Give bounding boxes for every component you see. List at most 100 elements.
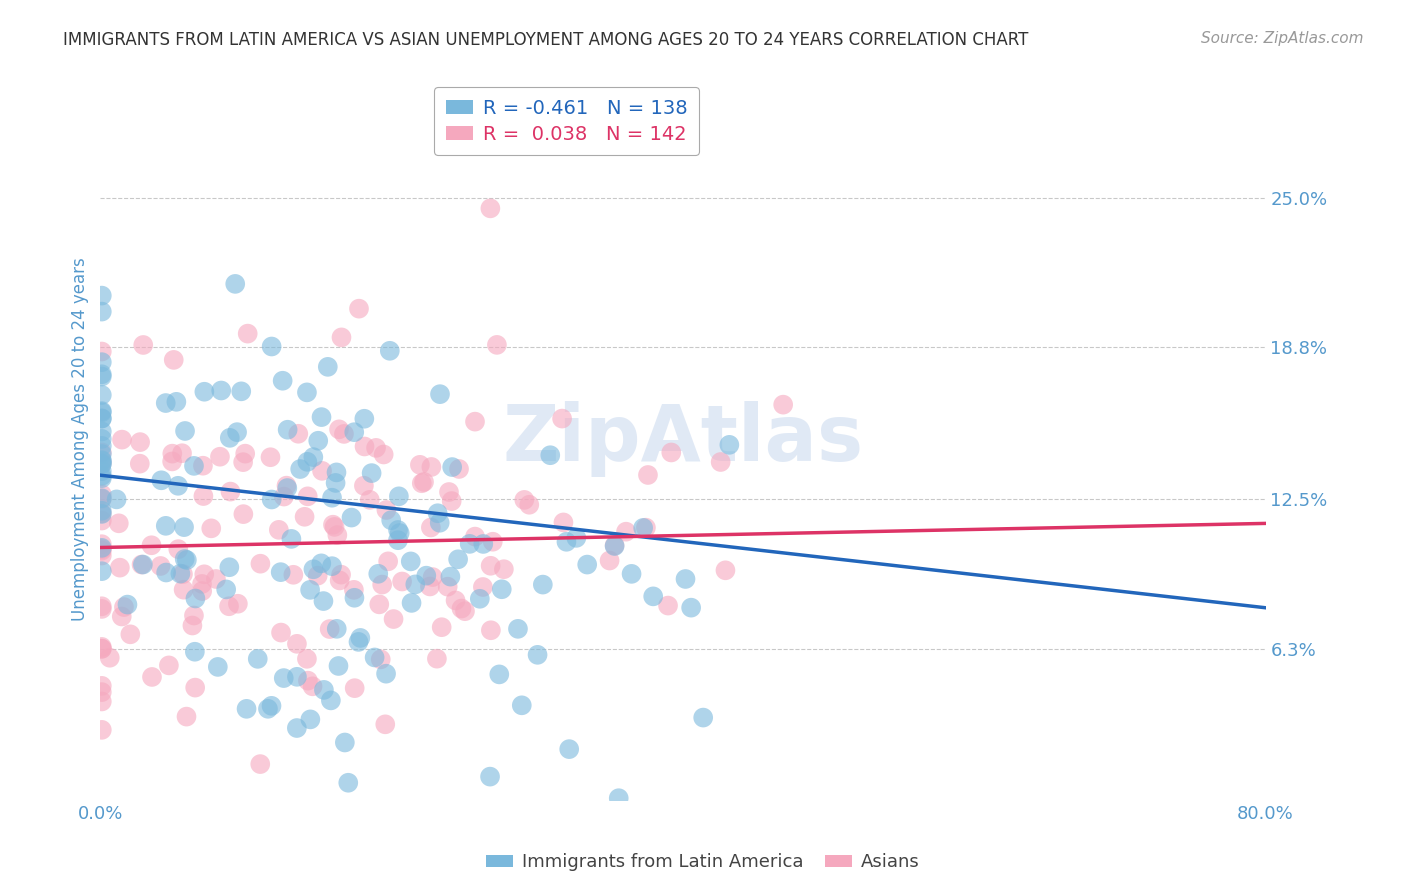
Point [404, 577, 426, 591]
Point [440, 494, 463, 508]
Point [231, 384, 253, 399]
Point [90, 491, 112, 506]
Point [191, 584, 214, 599]
Point [492, 562, 515, 576]
Point [377, 554, 399, 568]
Point [90, 514, 112, 528]
Point [447, 462, 470, 476]
Point [207, 660, 229, 674]
Point [329, 574, 352, 588]
Point [218, 431, 240, 445]
Point [108, 516, 131, 531]
Point [90, 369, 112, 384]
Point [637, 467, 659, 482]
Point [233, 447, 256, 461]
Point [380, 513, 402, 527]
Point [302, 562, 325, 576]
Point [555, 534, 578, 549]
Point [90, 641, 112, 656]
Y-axis label: Unemployment Among Ages 20 to 24 years: Unemployment Among Ages 20 to 24 years [72, 257, 89, 621]
Point [117, 598, 139, 612]
Point [333, 735, 356, 749]
Point [90, 447, 112, 461]
Point [374, 717, 396, 731]
Point [359, 492, 381, 507]
Point [173, 552, 195, 566]
Point [90, 694, 112, 708]
Point [373, 448, 395, 462]
Point [285, 670, 308, 684]
Point [205, 572, 228, 586]
Point [659, 445, 682, 459]
Point [297, 673, 319, 688]
Point [319, 693, 342, 707]
Point [280, 532, 302, 546]
Point [326, 622, 349, 636]
Text: ZipAtlas: ZipAtlas [502, 401, 863, 477]
Point [232, 507, 254, 521]
Point [388, 526, 411, 541]
Point [90, 564, 112, 578]
Point [634, 521, 657, 535]
Point [131, 558, 153, 572]
Point [184, 591, 207, 606]
Point [90, 506, 112, 520]
Point [90, 464, 112, 478]
Point [479, 202, 502, 216]
Point [454, 604, 477, 618]
Point [246, 652, 269, 666]
Point [603, 538, 626, 552]
Point [285, 721, 308, 735]
Point [90, 457, 112, 471]
Point [295, 652, 318, 666]
Point [90, 425, 112, 439]
Point [193, 384, 215, 399]
Point [295, 385, 318, 400]
Point [235, 702, 257, 716]
Point [215, 582, 238, 597]
Point [302, 450, 325, 464]
Point [311, 557, 333, 571]
Point [173, 520, 195, 534]
Point [321, 491, 343, 505]
Point [297, 489, 319, 503]
Point [90, 723, 112, 737]
Point [162, 447, 184, 461]
Point [391, 574, 413, 589]
Point [90, 549, 112, 563]
Point [90, 491, 112, 506]
Point [437, 485, 460, 500]
Point [363, 650, 385, 665]
Legend: Immigrants from Latin America, Asians: Immigrants from Latin America, Asians [478, 847, 928, 879]
Point [219, 484, 242, 499]
Point [371, 577, 394, 591]
Point [193, 567, 215, 582]
Point [90, 471, 112, 485]
Point [273, 490, 295, 504]
Point [422, 570, 444, 584]
Point [167, 479, 190, 493]
Point [90, 507, 112, 521]
Point [260, 492, 283, 507]
Point [155, 396, 177, 410]
Point [90, 602, 112, 616]
Point [333, 426, 356, 441]
Point [276, 481, 298, 495]
Point [226, 425, 249, 439]
Point [183, 458, 205, 473]
Point [90, 456, 112, 470]
Point [226, 597, 249, 611]
Point [326, 528, 349, 542]
Point [375, 666, 398, 681]
Point [657, 599, 679, 613]
Point [447, 552, 470, 566]
Point [526, 648, 548, 662]
Point [481, 534, 503, 549]
Point [330, 330, 353, 344]
Point [174, 424, 197, 438]
Point [90, 388, 112, 402]
Point [430, 620, 453, 634]
Point [607, 791, 630, 805]
Point [485, 338, 508, 352]
Text: Source: ZipAtlas.com: Source: ZipAtlas.com [1201, 31, 1364, 46]
